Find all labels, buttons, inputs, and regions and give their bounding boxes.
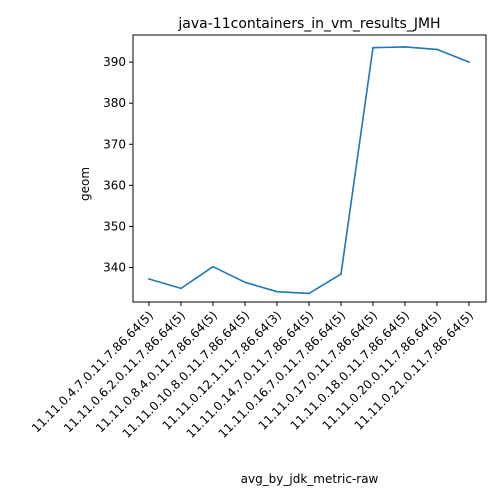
chart-title: java-11containers_in_vm_results_JMH bbox=[177, 16, 440, 32]
y-tick-label: 350 bbox=[103, 219, 126, 233]
y-tick-label: 370 bbox=[103, 137, 126, 151]
data-point bbox=[148, 278, 150, 280]
x-axis-label: avg_by_jdk_metric-raw bbox=[241, 472, 379, 486]
data-point bbox=[404, 46, 406, 48]
data-point bbox=[340, 273, 342, 275]
data-point bbox=[308, 292, 310, 295]
y-axis-label: geom bbox=[78, 167, 92, 201]
y-tick-label: 390 bbox=[103, 55, 126, 69]
data-point bbox=[436, 48, 438, 51]
y-tick-label: 340 bbox=[103, 260, 126, 274]
data-point bbox=[180, 287, 182, 290]
y-tick-label: 360 bbox=[103, 178, 126, 192]
data-point bbox=[276, 290, 278, 293]
data-point bbox=[468, 61, 470, 63]
data-point bbox=[212, 265, 214, 268]
y-tick-label: 380 bbox=[103, 96, 126, 110]
data-point bbox=[244, 281, 246, 284]
data-point bbox=[372, 46, 374, 49]
axes-frame bbox=[132, 34, 487, 303]
